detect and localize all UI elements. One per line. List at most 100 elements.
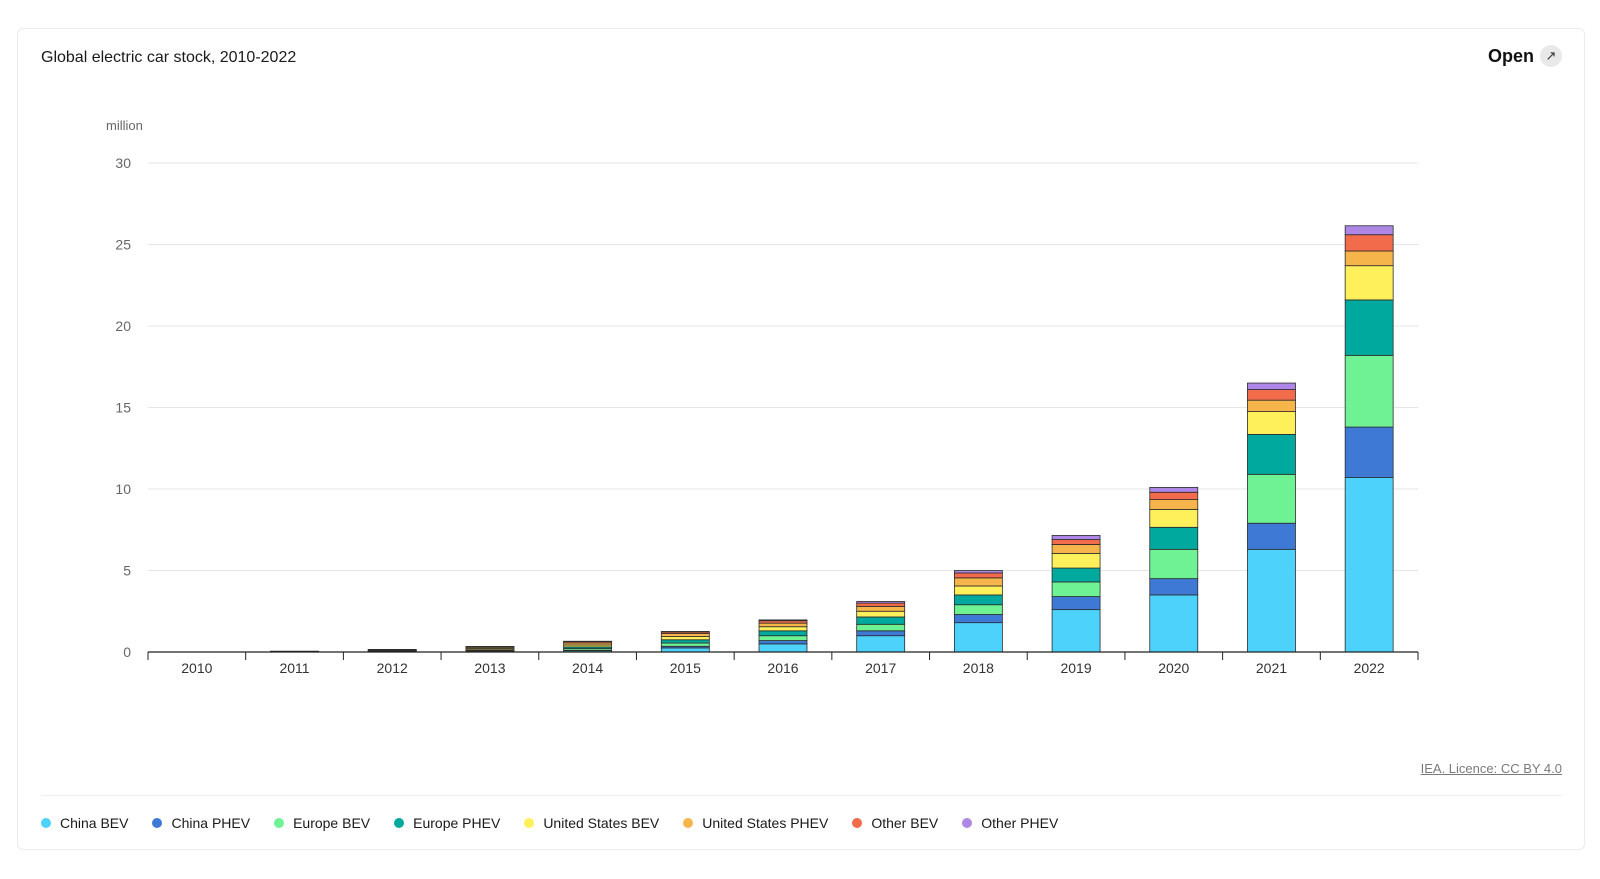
bar-segment <box>953 585 1003 596</box>
legend-label: United States PHEV <box>702 815 829 831</box>
bar-segment <box>856 610 906 618</box>
bar-segment <box>1247 548 1296 653</box>
chart-card: Global electric car stock, 2010-2022 Ope… <box>17 28 1585 850</box>
x-tick-label: 2022 <box>1354 660 1385 676</box>
legend-item[interactable]: Other BEV <box>852 815 938 831</box>
x-tick-label: 2015 <box>670 660 701 676</box>
bar-segment <box>758 619 808 622</box>
legend-item[interactable]: Europe BEV <box>274 815 370 831</box>
legend-swatch <box>274 818 285 828</box>
bar-segment <box>856 602 906 607</box>
legend-item[interactable]: Other PHEV <box>962 815 1058 831</box>
bar-segment <box>660 642 710 647</box>
licence-link[interactable]: IEA. Licence: CC BY 4.0 <box>1420 761 1562 776</box>
x-tick-label: 2010 <box>181 660 212 676</box>
bar-segment <box>758 622 808 628</box>
expand-arrow-icon: ↗ <box>1540 45 1562 67</box>
bar-segment <box>1149 548 1199 580</box>
x-tick-label: 2021 <box>1256 660 1287 676</box>
legend-label: Other PHEV <box>981 815 1059 831</box>
legend-swatch <box>962 818 973 828</box>
legend-swatch <box>852 818 863 828</box>
bar-segment <box>1344 265 1394 301</box>
bar-segment <box>1149 508 1199 528</box>
y-axis-label: million <box>106 118 143 133</box>
legend-label: China PHEV <box>171 815 251 831</box>
bar-segment <box>1051 609 1101 653</box>
bar-segment <box>953 572 1003 579</box>
bar-segment <box>1344 354 1394 428</box>
legend-item[interactable]: United States BEV <box>524 815 659 831</box>
bar-segment <box>856 623 906 632</box>
bar-segment <box>1051 535 1101 540</box>
bar-segment <box>660 647 710 653</box>
y-tick-label: 25 <box>115 237 131 253</box>
bar-segment <box>1344 234 1394 252</box>
legend-item[interactable]: China PHEV <box>152 815 250 831</box>
bar-segment <box>953 614 1003 624</box>
bar-segment <box>1149 486 1199 493</box>
bar-segment <box>660 636 710 641</box>
legend-swatch <box>394 818 405 828</box>
bar-segment <box>758 630 808 637</box>
x-tick-label: 2012 <box>377 660 408 676</box>
bar-segment <box>758 635 808 641</box>
y-tick-label: 5 <box>123 563 131 579</box>
legend-item[interactable]: United States PHEV <box>683 815 828 831</box>
legend-label: Other BEV <box>871 815 939 831</box>
bar-segment <box>1247 522 1296 550</box>
x-tick-label: 2020 <box>1158 660 1189 676</box>
legend-swatch <box>524 818 535 828</box>
bar-segment <box>1051 581 1101 597</box>
x-tick-label: 2014 <box>572 660 603 676</box>
bar-segment <box>1247 389 1296 401</box>
bar-segment <box>1051 596 1101 611</box>
x-tick-label: 2019 <box>1060 660 1091 676</box>
open-button[interactable]: Open ↗ <box>1488 45 1562 67</box>
legend-label: Europe BEV <box>293 815 371 831</box>
legend-swatch <box>152 818 163 828</box>
bar-segment <box>856 601 906 604</box>
bar-segment <box>953 594 1003 606</box>
bar-segment <box>1149 578 1199 596</box>
bar-segment <box>660 633 710 637</box>
bar-segment <box>953 604 1003 615</box>
y-tick-label: 0 <box>123 644 131 660</box>
bar-segment <box>660 639 710 644</box>
bar-segment <box>856 635 906 653</box>
open-button-label: Open <box>1487 45 1534 66</box>
bar-segment <box>1344 250 1394 267</box>
x-tick-label: 2013 <box>474 660 505 676</box>
bar-segment <box>758 640 808 645</box>
bar-segment <box>758 626 808 632</box>
y-tick-label: 20 <box>115 318 131 334</box>
legend-swatch <box>683 818 694 828</box>
legend: China BEV China PHEV Europe BEV Europe PHEV… <box>41 815 1058 831</box>
legend-label: China BEV <box>60 815 129 831</box>
legend-item[interactable]: Europe PHEV <box>394 815 500 831</box>
bar-segment <box>1247 433 1296 475</box>
bar-segment <box>1344 426 1394 478</box>
legend-item[interactable]: China BEV <box>41 815 128 831</box>
bar-segment <box>856 616 906 625</box>
bar-segment <box>1051 539 1101 545</box>
bar-segment <box>953 577 1003 587</box>
bar-segment <box>953 570 1003 574</box>
bar-segment <box>1247 399 1296 412</box>
bar-segment <box>1149 491 1199 500</box>
bar-segment <box>1149 499 1199 510</box>
bar-segment <box>1247 411 1296 435</box>
bar-segment <box>1344 299 1394 356</box>
x-tick-label: 2011 <box>279 660 309 676</box>
bar-segment <box>953 622 1003 653</box>
legend-label: Europe PHEV <box>413 815 501 831</box>
bar-segment <box>1051 552 1101 569</box>
bar-segment <box>1247 382 1296 390</box>
bar-segment <box>1344 225 1394 236</box>
legend-divider <box>41 795 1562 796</box>
y-tick-label: 30 <box>115 155 131 171</box>
x-tick-label: 2017 <box>865 660 896 676</box>
bar-segment <box>1051 567 1101 583</box>
bar-segment <box>1149 594 1199 653</box>
